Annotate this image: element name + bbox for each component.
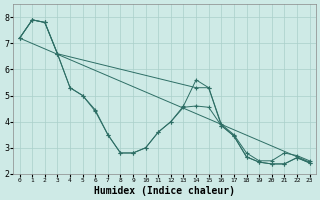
X-axis label: Humidex (Indice chaleur): Humidex (Indice chaleur): [94, 186, 235, 196]
